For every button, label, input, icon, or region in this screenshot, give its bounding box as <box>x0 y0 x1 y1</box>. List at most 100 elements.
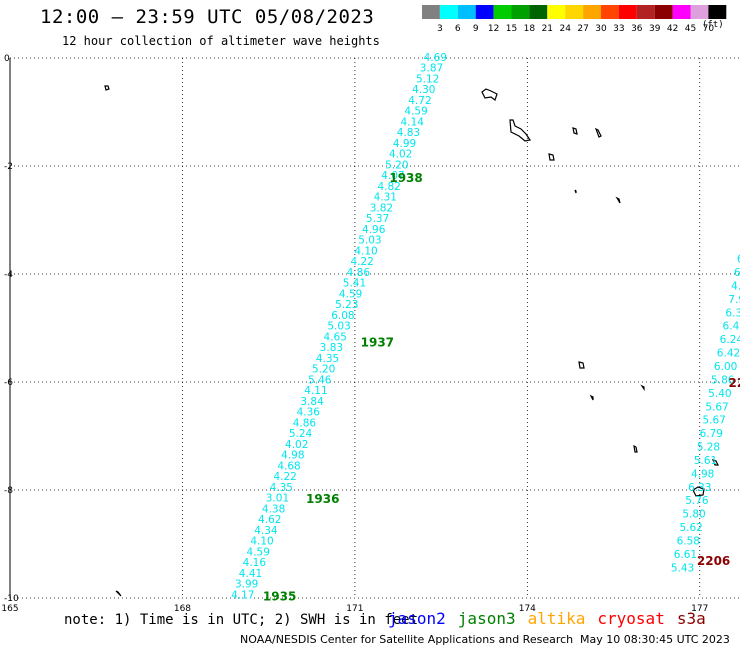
legend-units: (ft) <box>702 20 724 30</box>
legend-label: 45 <box>685 24 696 34</box>
wave-height-value: 3.99 <box>235 579 258 591</box>
wave-height-value: 4.11 <box>304 385 327 397</box>
wave-height-value: 4.22 <box>350 256 373 268</box>
x-tick-label: 171 <box>346 604 363 614</box>
island-outline <box>509 119 531 142</box>
wave-height-value: 4.38 <box>262 503 285 515</box>
wave-height-value: 4.02 <box>389 149 412 161</box>
wave-height-value: 4.59 <box>247 546 270 558</box>
y-tick-label: 0 <box>4 54 10 64</box>
legend-swatch <box>422 5 440 19</box>
island-outline <box>578 361 585 369</box>
satellite-jason3: jason3 <box>457 609 516 628</box>
wave-height-value: 5.20 <box>312 364 335 376</box>
wave-height-tracks: 4.693.875.124.304.724.594.144.834.994.02… <box>231 52 740 601</box>
wave-height-value: 4.02 <box>285 439 308 451</box>
satellite-altika: altika <box>527 609 586 628</box>
chart-title: 12:00 – 23:59 UTC 05/08/2023 <box>40 6 375 28</box>
legend-label: 42 <box>667 24 678 34</box>
wave-height-value: 6.58 <box>677 535 700 547</box>
satellite-s3a: s3a <box>676 609 706 628</box>
wave-height-value: 5.03 <box>358 235 381 247</box>
grid-lines <box>10 57 740 599</box>
wave-height-value: 4.99 <box>393 138 416 150</box>
island-outline <box>481 88 498 101</box>
wave-height-value: 3.01 <box>266 493 289 505</box>
y-tick-label: -2 <box>4 162 13 172</box>
legend-swatch <box>601 5 619 19</box>
wave-height-value: 5.62 <box>679 522 702 534</box>
legend-label: 6 <box>455 24 461 34</box>
pass-time-labels: 1938 1937 1936 1935 220 2206 <box>263 171 740 603</box>
wave-height-value: 5.24 <box>289 428 313 440</box>
wave-height-value: 6.00 <box>714 361 737 373</box>
wave-height-value: 3.87 <box>420 63 443 75</box>
legend-swatch <box>547 5 566 19</box>
wave-height-value: 4.35 <box>316 353 339 365</box>
wave-height-value: 6.38 <box>734 267 740 279</box>
legend-swatch <box>493 5 512 19</box>
wave-height-value: 6.38 <box>725 307 740 319</box>
credit-line: NOAA/NESDIS Center for Satellite Applica… <box>240 633 574 646</box>
wave-height-value: 4.31 <box>374 192 397 204</box>
legend-label: 12 <box>488 24 499 34</box>
wave-height-value: 6.33 <box>688 482 711 494</box>
satellite-cryosat: cryosat <box>597 609 665 628</box>
island-outline <box>589 394 594 401</box>
wave-height-value: 4.22 <box>273 471 296 483</box>
wave-height-value: 4.98 <box>691 468 714 480</box>
legend-swatch <box>690 5 709 19</box>
legend-label: 70 <box>703 24 715 34</box>
wave-height-value: 4.41 <box>239 568 262 580</box>
island-outline <box>594 127 602 138</box>
wave-height-value: 5.12 <box>416 73 439 85</box>
wave-height-value: 4.82 <box>377 181 400 193</box>
island-outline <box>615 196 621 204</box>
wave-height-value: 3.82 <box>370 202 393 214</box>
wave-height-value: 4.96 <box>362 224 386 236</box>
wave-height-value: 4.36 <box>297 407 321 419</box>
satellite-jason2: jason2 <box>388 609 446 628</box>
x-tick-label: 177 <box>691 604 708 614</box>
wave-height-value: 5.40 <box>708 388 731 400</box>
wave-height-value: 5.03 <box>327 321 350 333</box>
island-outline <box>115 590 122 597</box>
wave-height-value: 4.59 <box>404 106 427 118</box>
wave-height-value: 5.23 <box>335 299 358 311</box>
satellite-legend: jason2 jason3 altika cryosat s3a <box>388 609 718 628</box>
wave-height-value: 4.86 <box>347 267 371 279</box>
pass-time-label: 220 <box>729 376 740 390</box>
wave-height-value: 3.84 <box>300 396 324 408</box>
island-outline <box>574 189 577 194</box>
legend-label: 36 <box>631 24 643 34</box>
wave-height-value: 5.67 <box>705 401 728 413</box>
wave-height-value: 4.59 <box>339 288 362 300</box>
legend-label: 33 <box>613 24 624 34</box>
legend-swatch <box>475 5 494 19</box>
chart-subtitle: 12 hour collection of altimeter wave hei… <box>62 34 380 48</box>
island-outline <box>633 444 638 453</box>
legend-swatch <box>457 5 476 19</box>
legend-label: 18 <box>524 24 536 34</box>
legend-swatch <box>708 5 727 19</box>
legend-swatch <box>529 5 548 19</box>
footnote: note: 1) Time is in UTC; 2) SWH is in fe… <box>64 612 419 628</box>
wave-height-value: 4.83 <box>397 127 420 139</box>
wave-height-value: 5.76 <box>685 495 709 507</box>
island-outline <box>711 459 719 466</box>
island-outline <box>572 127 578 135</box>
wave-height-value: 6.61 <box>674 549 697 561</box>
wave-height-value: 5.41 <box>343 278 366 290</box>
legend-label: 3 <box>437 24 443 34</box>
pass-time-label: 1937 <box>361 336 394 350</box>
pass-time-label: 1935 <box>263 589 296 603</box>
wave-height-value: 4.10 <box>354 245 377 257</box>
wave-height-value: 5.28 <box>697 442 720 454</box>
y-tick-label: -4 <box>4 270 13 280</box>
island-outline <box>640 384 645 391</box>
legend-swatch <box>672 5 691 19</box>
island-outlines <box>104 85 719 597</box>
legend-swatch <box>583 5 601 19</box>
legend-label: 24 <box>559 24 571 34</box>
